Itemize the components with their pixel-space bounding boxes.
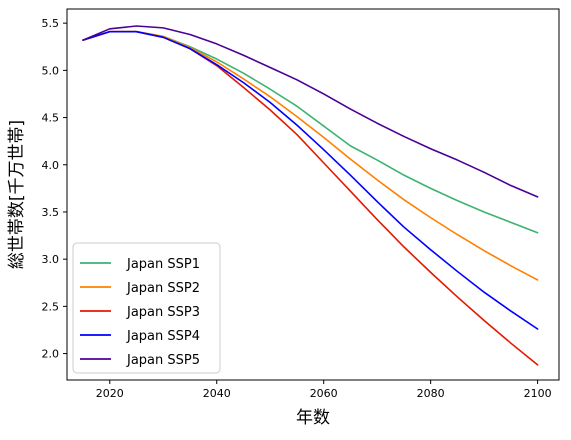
y-tick-label: 2.0 [42, 348, 60, 361]
y-tick-label: 5.5 [42, 17, 60, 30]
x-tick-label: 2080 [417, 387, 445, 400]
legend-box [72, 242, 221, 374]
y-tick-label: 5.0 [42, 64, 60, 77]
series-line-ssp4 [82, 30, 539, 330]
y-tick-label: 4.0 [42, 159, 60, 172]
series-line-ssp1 [82, 30, 539, 234]
legend-label: Japan SSP5 [126, 353, 200, 368]
series-line-ssp5 [82, 25, 539, 198]
plot-frame [66, 8, 560, 381]
x-tick-label: 2040 [203, 387, 231, 400]
y-tick-label: 3.0 [42, 253, 60, 266]
x-axis-label: 年数 [296, 408, 330, 428]
x-tick-label: 2100 [524, 387, 552, 400]
legend-label: Japan SSP3 [126, 305, 200, 320]
legend-label: Japan SSP2 [126, 281, 200, 296]
y-axis: 2.0 2.5 3.0 3.5 4.0 4.5 5.0 5.5 [42, 17, 67, 361]
legend-label: Japan SSP1 [126, 257, 200, 272]
x-tick-label: 2060 [310, 387, 338, 400]
series-layer [82, 25, 539, 366]
y-tick-label: 2.5 [42, 300, 60, 313]
x-tick-label: 2020 [96, 387, 124, 400]
y-axis-label: 総世帯数[千万世帯] [7, 120, 27, 269]
x-axis: 2020 2040 2060 2080 2100 [96, 380, 552, 400]
legend-label: Japan SSP4 [126, 329, 200, 344]
legend: Japan SSP1 Japan SSP2 Japan SSP3 Japan SSP4… [72, 242, 221, 374]
y-tick-label: 3.5 [42, 206, 60, 219]
y-tick-label: 4.5 [42, 112, 60, 125]
